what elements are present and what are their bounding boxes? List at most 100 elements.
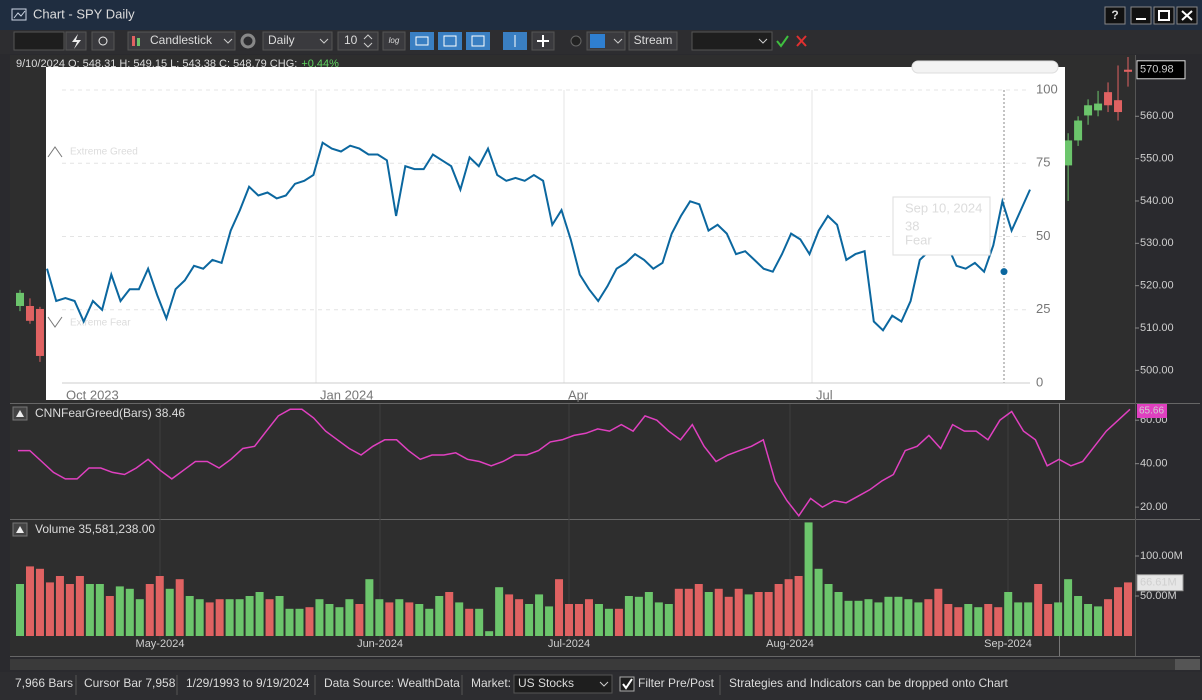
check-icon <box>622 678 633 690</box>
volume-bar <box>115 586 124 636</box>
volume-bar <box>1074 596 1083 636</box>
scale-label: Daily <box>268 33 295 47</box>
volume-bar <box>984 604 993 636</box>
tooltip-rating: Fear <box>905 232 932 247</box>
dropdown-arrow <box>319 38 329 44</box>
volume-bar <box>1034 584 1043 636</box>
fear-greed-line <box>46 141 1031 332</box>
volume-bar <box>594 604 603 636</box>
view-button[interactable] <box>438 32 462 50</box>
stream-label: Stream <box>634 33 673 47</box>
volume-bar <box>465 608 474 636</box>
app-icon-line <box>13 10 26 19</box>
symbol-input[interactable] <box>13 31 65 51</box>
scale-dropdown[interactable] <box>262 31 333 51</box>
y-tick-label: 20.00 <box>1140 501 1168 513</box>
volume-bar <box>285 608 294 636</box>
status-hint: Strategies and Indicators can be dropped… <box>729 676 1009 690</box>
volume-bar <box>794 576 803 636</box>
filter-label: Filter Pre/Post <box>638 676 715 690</box>
volume-bar <box>944 604 953 636</box>
volume-bar <box>245 596 254 636</box>
volume-bar <box>1004 592 1013 636</box>
volume-bar <box>834 592 843 636</box>
y-tick-label: 50 <box>1036 228 1050 243</box>
y-tick-label: 540.00 <box>1140 195 1174 207</box>
view-icon <box>471 35 485 47</box>
collapse-icon <box>16 526 24 533</box>
volume-bar <box>215 599 224 636</box>
volume-bar <box>275 596 284 636</box>
accept-icon[interactable] <box>776 35 789 48</box>
volume-bar <box>435 596 444 636</box>
x-tick-label: Sep-2024 <box>984 638 1032 650</box>
link-button[interactable] <box>91 31 115 51</box>
maximize-button[interactable] <box>1153 6 1175 25</box>
volume-bar <box>774 584 783 636</box>
provider-icon <box>590 34 605 48</box>
volume-bar <box>75 576 84 636</box>
stream-button[interactable] <box>628 31 678 51</box>
volume-bar <box>724 596 733 636</box>
volume-bar <box>145 584 154 636</box>
y-tick-label: 75 <box>1036 155 1050 170</box>
window-title: Chart - SPY Daily <box>33 6 135 21</box>
cancel-icon[interactable] <box>796 35 807 47</box>
x-tick-label: Aug-2024 <box>766 638 814 650</box>
minimize-button[interactable] <box>1130 6 1152 25</box>
volume-bar <box>295 608 304 636</box>
volume-bar <box>684 588 693 636</box>
volume-bar <box>395 599 404 636</box>
strategy-dropdown[interactable] <box>691 31 773 51</box>
view-icon <box>415 36 429 46</box>
volume-bar <box>355 604 364 636</box>
volume-bar <box>954 607 963 636</box>
record-button[interactable] <box>570 35 582 47</box>
volume-bar <box>1024 602 1033 636</box>
volume-bar <box>515 599 524 636</box>
status-source: Data Source: WealthData <box>324 676 460 690</box>
volume-bar <box>125 588 134 636</box>
volume-bar <box>574 604 583 636</box>
scrollbar[interactable] <box>10 659 1175 670</box>
volume-bar <box>1104 599 1113 636</box>
volume-bar <box>335 607 344 636</box>
settings-icon[interactable] <box>240 33 256 49</box>
candle-body <box>1124 69 1132 72</box>
volume-bar <box>734 588 743 636</box>
volume-bar <box>525 604 534 636</box>
volume-bar <box>155 576 164 636</box>
style-dropdown[interactable] <box>127 31 236 51</box>
bars-spinner[interactable] <box>337 31 379 51</box>
y-tick-label: 50.00M <box>1140 590 1177 602</box>
style-label: Candlestick <box>150 33 213 47</box>
candle-body <box>16 292 24 306</box>
log-label: log <box>389 36 400 45</box>
volume-bar <box>135 599 144 636</box>
y-tick-label: 510.00 <box>1140 322 1174 334</box>
market-dropdown[interactable] <box>513 674 613 694</box>
view-button[interactable] <box>410 32 434 50</box>
volume-bar <box>555 579 564 636</box>
volume-bar <box>385 602 394 636</box>
x-tick-label: Jul <box>816 387 833 402</box>
maximize-icon <box>1158 10 1170 21</box>
log-button[interactable] <box>382 31 406 51</box>
y-tick-label: 560.00 <box>1140 110 1174 122</box>
volume-bar <box>235 599 244 636</box>
volume-bar <box>584 599 593 636</box>
view-button[interactable] <box>466 32 490 50</box>
volume-bar <box>305 607 314 636</box>
volume-bar <box>904 599 913 636</box>
help-button[interactable] <box>1104 6 1126 25</box>
volume-bar <box>35 568 44 636</box>
dropdown-arrow <box>613 38 623 44</box>
scroll-thumb[interactable] <box>1175 659 1200 670</box>
candle-icon <box>137 38 140 46</box>
dropdown-arrow <box>599 681 609 687</box>
y-tick-label: 40.00 <box>1140 458 1168 470</box>
volume-bar <box>844 600 853 636</box>
x-tick-label: Apr <box>568 387 589 402</box>
y-tick-label: 550.00 <box>1140 153 1174 165</box>
title-bar <box>0 0 1202 30</box>
